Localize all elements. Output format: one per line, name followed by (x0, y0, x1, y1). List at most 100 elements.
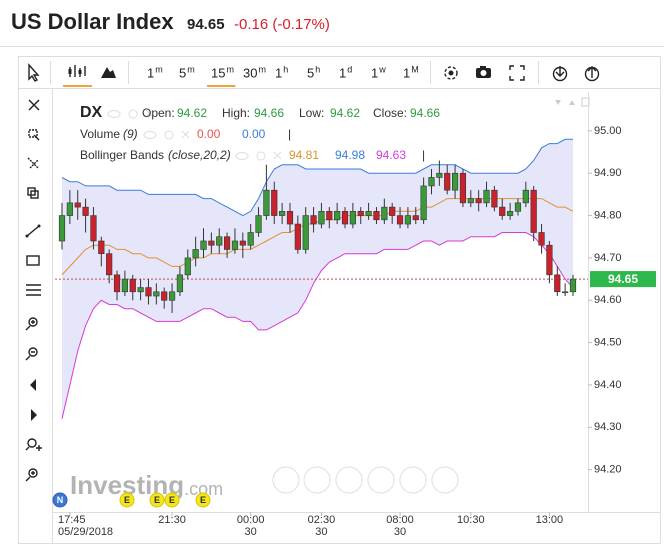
fullscreen[interactable] (509, 65, 525, 81)
bb-sep: | (422, 148, 425, 162)
interval-number: 5 (179, 65, 186, 80)
candle-body (507, 211, 514, 216)
candle-body (58, 215, 66, 242)
eye-icon (143, 131, 157, 139)
close-icon (145, 109, 154, 118)
candle-body (82, 206, 89, 216)
candle-body (365, 211, 372, 216)
legend-icons[interactable] (143, 130, 190, 140)
candle-body (216, 236, 223, 246)
candle-body (184, 257, 191, 276)
candle-body (373, 211, 380, 221)
x-tick-label: 02:30 (308, 514, 336, 526)
candle-body (514, 202, 522, 212)
x-tick-label: 10:30 (457, 514, 485, 526)
candle-body (161, 291, 168, 301)
candle-body (554, 274, 561, 293)
plot (55, 138, 588, 419)
candles-tool[interactable] (63, 65, 92, 87)
y-tick-label: 94.60 (594, 294, 622, 306)
event-marker[interactable]: E (195, 492, 211, 508)
x-tick-label: 17:45 (58, 514, 86, 526)
candle-body (451, 172, 459, 191)
active-underline (207, 85, 236, 87)
ohlc-value: 94.62 (330, 106, 360, 120)
nav-buttons[interactable] (272, 466, 459, 494)
candle-body (381, 206, 388, 221)
ohlc-value: 94.66 (410, 106, 440, 120)
y-tick-label: 94.30 (594, 421, 622, 433)
legend-icons[interactable] (235, 151, 282, 161)
candle-body (483, 189, 490, 204)
event-marker[interactable]: E (164, 492, 180, 508)
interval-number: 1 (147, 65, 154, 80)
x-tick-label: 13:00 (536, 514, 564, 526)
candle-body (310, 215, 317, 225)
settings[interactable] (444, 66, 458, 80)
interval-number: 5 (307, 65, 314, 80)
candle-body (334, 211, 341, 221)
interval-unit: m (258, 64, 266, 74)
y-tick-label: 94.70 (594, 252, 622, 264)
candle-body (538, 232, 545, 246)
title: US Dollar Index (11, 9, 174, 34)
candle-body (263, 189, 270, 216)
last-price-box (590, 271, 656, 288)
x-sublabel: 30 (315, 526, 327, 538)
eye-icon (107, 110, 121, 118)
candle-body (436, 172, 443, 178)
gear-icon (164, 130, 174, 140)
candle-body (318, 211, 325, 225)
band-line (61, 138, 573, 217)
candle-body (129, 278, 136, 293)
bb-name: Bollinger Bands (80, 148, 164, 162)
left-tools[interactable] (25, 99, 43, 482)
y-tick-label: 94.50 (594, 337, 622, 349)
event-marker[interactable]: N (52, 492, 68, 508)
event-dot (164, 492, 180, 508)
event-label: E (154, 495, 160, 505)
event-label: E (200, 495, 206, 505)
candle-body (98, 240, 105, 254)
candle-body (137, 287, 144, 293)
ohlc-label: Open: (142, 106, 175, 120)
interval-number: 1 (339, 65, 346, 80)
event-marker[interactable]: E (119, 492, 135, 508)
candle-body (239, 240, 246, 246)
symbol: DX (80, 104, 103, 121)
interval-unit: w (378, 64, 386, 74)
event-marker[interactable]: E (149, 492, 165, 508)
eye-icon (235, 152, 249, 160)
candle-body (153, 291, 160, 297)
bb-value: 94.81 (289, 148, 319, 162)
x-tick-label: 00:00 (237, 514, 265, 526)
interval-unit: M (411, 64, 419, 74)
candle-body (74, 202, 81, 208)
candle-body (279, 211, 286, 216)
y-tick-label: 94.40 (594, 379, 622, 391)
bb-value: 94.98 (335, 148, 365, 162)
candle-body (176, 274, 184, 293)
pane-controls[interactable] (555, 97, 590, 107)
candle-body (286, 211, 294, 225)
area-tool[interactable] (101, 67, 116, 78)
volume-sep: | (288, 127, 291, 141)
legend-icons[interactable] (107, 109, 154, 119)
close-icon (181, 130, 190, 139)
ohlc-label: Low: (299, 106, 324, 120)
y-tick-label: 94.90 (594, 167, 622, 179)
download[interactable] (552, 66, 568, 82)
cursor-tool[interactable] (28, 63, 40, 82)
candle-body (231, 240, 239, 250)
band-line (61, 232, 574, 419)
band-fill (62, 139, 573, 419)
screenshot[interactable] (476, 66, 491, 78)
candle-body (522, 189, 529, 204)
candle-body (396, 215, 404, 225)
upload[interactable] (584, 66, 600, 82)
volume-value: 0.00 (197, 127, 221, 141)
candle-body (168, 291, 176, 301)
interval-unit: m (155, 64, 163, 74)
